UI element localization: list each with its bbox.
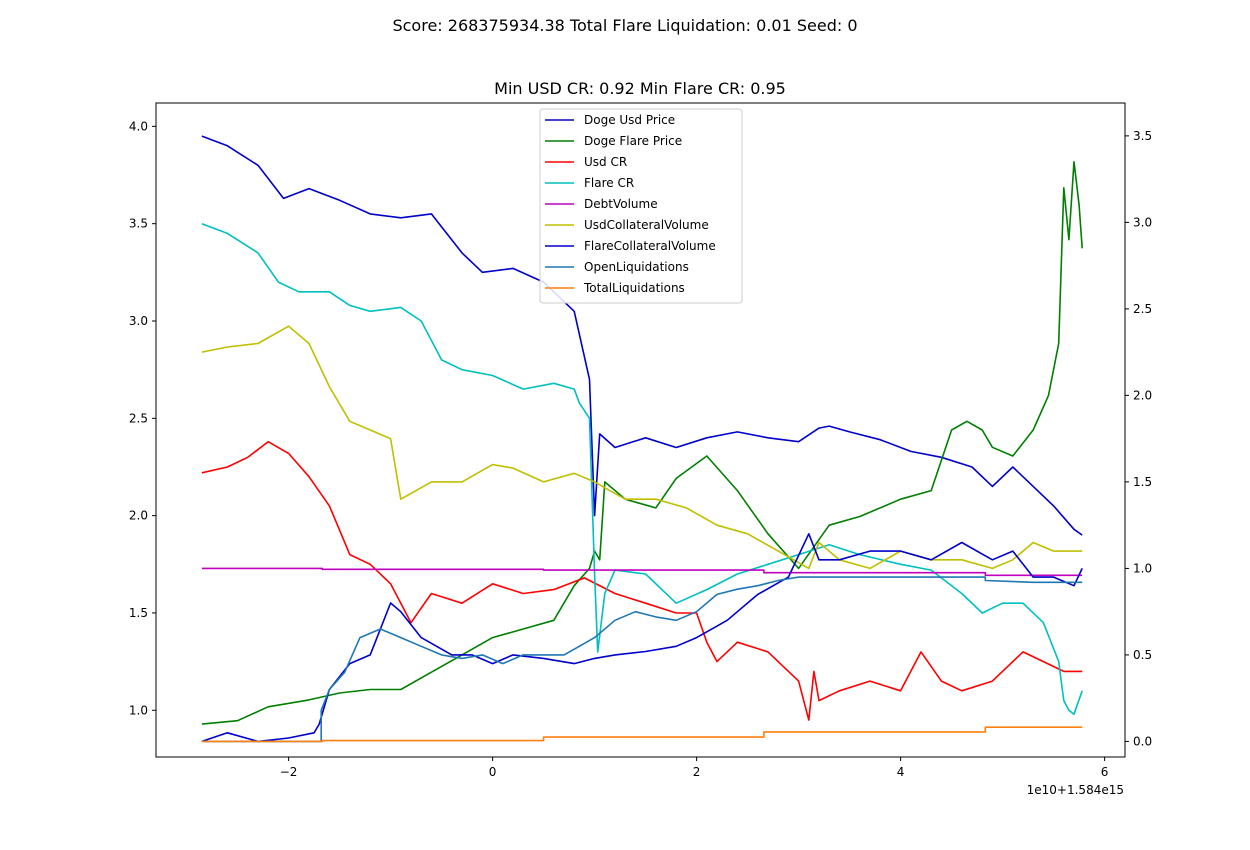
x-tick-label: −2: [280, 765, 298, 779]
legend-label: Doge Usd Price: [584, 113, 675, 127]
legend-label: Usd CR: [584, 155, 627, 169]
y-left-tick-label: 3.5: [129, 217, 148, 231]
legend-label: Flare CR: [584, 176, 634, 190]
y-right-tick-label: 3.0: [1133, 215, 1152, 229]
y-left-tick-label: 1.5: [129, 606, 148, 620]
x-tick-label: 6: [1101, 765, 1109, 779]
y-right-tick-label: 0.0: [1133, 734, 1152, 748]
series-line-0: [201, 135, 1083, 536]
x-tick-label: 4: [897, 765, 905, 779]
y-left-tick-label: 2.5: [129, 411, 148, 425]
legend-frame: [539, 108, 743, 304]
chart-title: Min USD CR: 0.92 Min Flare CR: 0.95: [494, 79, 786, 98]
series-line-7: [201, 576, 1083, 743]
y-left-tick-label: 4.0: [129, 119, 148, 133]
y-right-tick-label: 1.5: [1133, 475, 1152, 489]
legend-label: UsdCollateralVolume: [584, 218, 709, 232]
series-line-8: [201, 726, 1083, 743]
series-line-2: [201, 440, 1083, 721]
series-line-1: [201, 161, 1083, 725]
series-line-4: [201, 567, 1083, 577]
x-tick-label: 2: [693, 765, 701, 779]
series-layer: [201, 135, 1083, 743]
x-axis: −2 0 2 4 6: [280, 757, 1109, 779]
legend-label: DebtVolume: [584, 197, 658, 211]
series-line-3: [201, 222, 1083, 716]
y-left-tick-label: 2.0: [129, 509, 148, 523]
legend-label: FlareCollateralVolume: [584, 239, 716, 253]
plot-frame: [155, 102, 1126, 758]
chart-suptitle: Score: 268375934.38 Total Flare Liquidat…: [392, 16, 857, 35]
x-offset-label: 1e10+1.584e15: [1027, 783, 1124, 797]
legend: Doge Usd Price Doge Flare Price Usd CR Flar…: [539, 108, 743, 304]
legend-label: OpenLiquidations: [584, 260, 689, 274]
y-right-tick-label: 2.0: [1133, 388, 1152, 402]
x-tick-label: 0: [489, 765, 497, 779]
y-right-tick-label: 1.0: [1133, 561, 1152, 575]
series-line-5: [201, 325, 1083, 570]
legend-label: Doge Flare Price: [584, 134, 682, 148]
series-line-6: [201, 532, 1083, 743]
y-axis-right: 0.0 0.5 1.0 1.5 2.0 2.5 3.0 3.5: [1125, 129, 1152, 748]
y-right-tick-label: 3.5: [1133, 129, 1152, 143]
y-right-tick-label: 0.5: [1133, 648, 1152, 662]
y-left-tick-label: 1.0: [129, 703, 148, 717]
y-right-tick-label: 2.5: [1133, 302, 1152, 316]
legend-label: TotalLiquidations: [583, 281, 685, 295]
y-left-tick-label: 3.0: [129, 314, 148, 328]
y-axis-left: 1.0 1.5 2.0 2.5 3.0 3.5 4.0: [129, 119, 156, 717]
